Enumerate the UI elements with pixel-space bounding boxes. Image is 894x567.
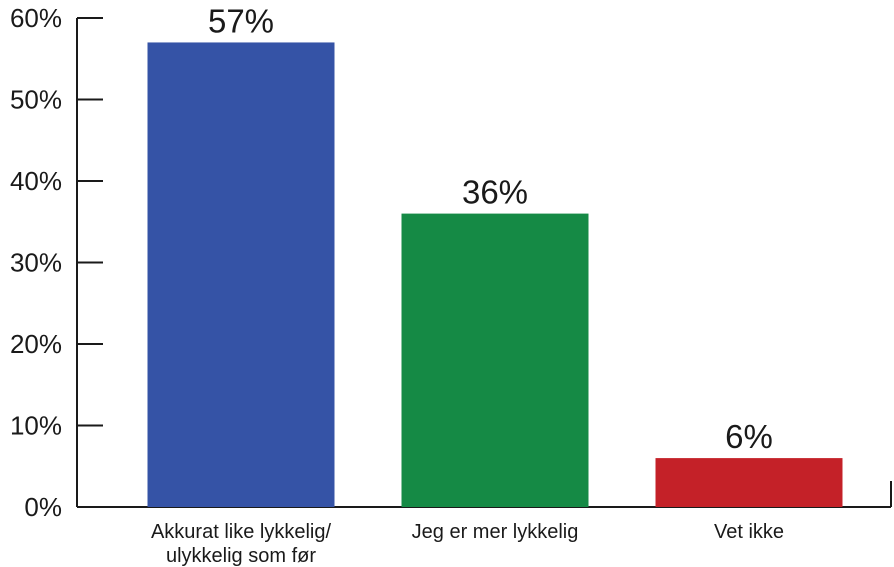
y-tick-label: 0%	[24, 492, 62, 522]
y-tick-label: 20%	[10, 329, 62, 359]
bar	[655, 458, 843, 507]
data-label: 57%	[208, 2, 274, 39]
category-label: Akkurat like lykkelig/	[151, 521, 332, 543]
category-label: Vet ikke	[714, 521, 784, 543]
y-tick-label: 50%	[10, 85, 62, 115]
data-label: 36%	[462, 174, 528, 211]
y-axis: 0% 10% 20% 30% 40% 50% 60%	[10, 3, 103, 522]
y-tick-label: 60%	[10, 3, 62, 33]
bar	[147, 42, 335, 507]
category-label: Jeg er mer lykkelig	[412, 521, 579, 543]
data-labels: 57% 36% 6%	[208, 2, 773, 455]
y-tick-label: 30%	[10, 248, 62, 278]
category-labels: Akkurat like lykkelig/ulykkelig som før J…	[151, 521, 784, 567]
category-label: ulykkelig som før	[166, 545, 316, 567]
y-tick-label: 10%	[10, 411, 62, 441]
bars	[147, 42, 843, 507]
y-tick-label: 40%	[10, 166, 62, 196]
data-label: 6%	[725, 418, 773, 455]
bar	[401, 213, 589, 507]
